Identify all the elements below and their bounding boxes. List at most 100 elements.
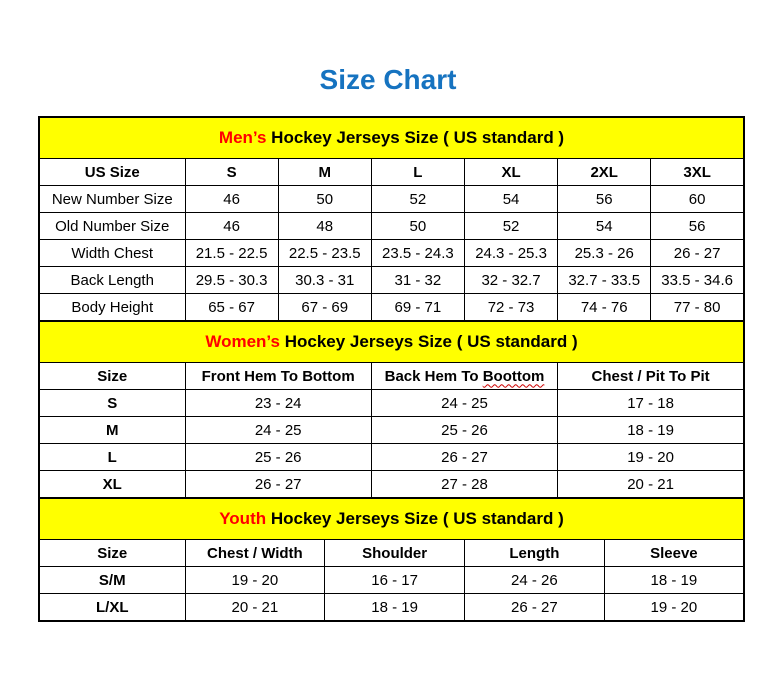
youth-value-cell: 18 - 19 <box>324 593 465 622</box>
mens-value-cell: 52 <box>463 212 559 240</box>
mens-row-label: New Number Size <box>38 185 186 213</box>
youth-value-cell: 24 - 26 <box>464 566 605 594</box>
youth-row-label: L/XL <box>38 593 186 622</box>
mens-value-cell: 56 <box>650 212 745 240</box>
mens-band-row: Men’s Hockey Jerseys Size ( US standard … <box>38 116 745 159</box>
mens-col-header: S <box>184 158 279 186</box>
womens-col-header: Front Hem To Bottom <box>184 362 372 390</box>
mens-value-cell: 21.5 - 22.5 <box>184 239 279 267</box>
mens-value-cell: 54 <box>463 185 559 213</box>
mens-value-cell: 56 <box>557 185 652 213</box>
womens-row-label: M <box>38 416 186 444</box>
womens-value-cell: 24 - 25 <box>184 416 372 444</box>
youth-row-label: S/M <box>38 566 186 594</box>
mens-value-cell: 54 <box>557 212 652 240</box>
womens-header-row: Size Front Hem To Bottom Back Hem To Boott… <box>38 362 745 390</box>
youth-title-rest: Hockey Jerseys Size ( US standard ) <box>266 509 564 528</box>
mens-row: Body Height 65 - 67 67 - 69 69 - 71 72 - 73 7… <box>38 293 745 322</box>
mens-row-label: Back Length <box>38 266 186 294</box>
youth-col-header: Length <box>464 539 605 567</box>
youth-title-accent: Youth <box>219 509 267 528</box>
youth-section-title: Youth Hockey Jerseys Size ( US standard … <box>38 497 745 540</box>
page-title: Size Chart <box>319 64 457 95</box>
womens-value-cell: 20 - 21 <box>557 470 745 499</box>
womens-row: XL 26 - 27 27 - 28 20 - 21 <box>38 470 745 499</box>
womens-value-cell: 25 - 26 <box>370 416 559 444</box>
mens-col-header: US Size <box>38 158 186 186</box>
womens-row: M 24 - 25 25 - 26 18 - 19 <box>38 416 745 444</box>
mens-value-cell: 26 - 27 <box>650 239 745 267</box>
mens-value-cell: 72 - 73 <box>463 293 559 322</box>
mens-value-cell: 23.5 - 24.3 <box>370 239 465 267</box>
mens-value-cell: 50 <box>370 212 465 240</box>
youth-value-cell: 16 - 17 <box>324 566 465 594</box>
youth-col-header: Sleeve <box>603 539 745 567</box>
womens-value-cell: 26 - 27 <box>184 470 372 499</box>
mens-row: New Number Size 46 50 52 54 56 60 <box>38 185 745 213</box>
womens-size-table: Women’s Hockey Jerseys Size ( US standar… <box>38 320 745 499</box>
womens-value-cell: 24 - 25 <box>370 389 559 417</box>
mens-value-cell: 74 - 76 <box>557 293 652 322</box>
womens-row: L 25 - 26 26 - 27 19 - 20 <box>38 443 745 471</box>
mens-value-cell: 50 <box>277 185 372 213</box>
mens-row-label: Body Height <box>38 293 186 322</box>
youth-value-cell: 18 - 19 <box>603 566 745 594</box>
youth-header-row: Size Chest / Width Shoulder Length Sleeve <box>38 539 745 567</box>
mens-value-cell: 22.5 - 23.5 <box>277 239 372 267</box>
mens-size-table: Men’s Hockey Jerseys Size ( US standard … <box>38 116 745 322</box>
misspelling-squiggle: Boottom <box>482 367 545 385</box>
mens-row-label: Width Chest <box>38 239 186 267</box>
mens-row-label: Old Number Size <box>38 212 186 240</box>
womens-value-cell: 26 - 27 <box>370 443 559 471</box>
womens-band-row: Women’s Hockey Jerseys Size ( US standar… <box>38 320 745 363</box>
womens-title-accent: Women’s <box>205 332 280 351</box>
mens-value-cell: 67 - 69 <box>277 293 372 322</box>
mens-value-cell: 52 <box>370 185 465 213</box>
youth-value-cell: 19 - 20 <box>184 566 326 594</box>
mens-value-cell: 48 <box>277 212 372 240</box>
youth-value-cell: 19 - 20 <box>603 593 745 622</box>
mens-row: Old Number Size 46 48 50 52 54 56 <box>38 212 745 240</box>
mens-col-header: 3XL <box>650 158 745 186</box>
mens-value-cell: 65 - 67 <box>184 293 279 322</box>
youth-value-cell: 26 - 27 <box>464 593 605 622</box>
womens-row-label: L <box>38 443 186 471</box>
mens-row: Back Length 29.5 - 30.3 30.3 - 31 31 - 32 32… <box>38 266 745 294</box>
mens-value-cell: 32 - 32.7 <box>463 266 559 294</box>
youth-row: S/M 19 - 20 16 - 17 24 - 26 18 - 19 <box>38 566 745 594</box>
mens-col-header: XL <box>463 158 559 186</box>
mens-row: Width Chest 21.5 - 22.5 22.5 - 23.5 23.5 - … <box>38 239 745 267</box>
womens-value-cell: 25 - 26 <box>184 443 372 471</box>
womens-value-cell: 27 - 28 <box>370 470 559 499</box>
mens-value-cell: 30.3 - 31 <box>277 266 372 294</box>
size-chart-tables: Men’s Hockey Jerseys Size ( US standard … <box>38 116 745 622</box>
mens-title-accent: Men’s <box>218 128 267 147</box>
mens-value-cell: 46 <box>184 185 279 213</box>
mens-title-rest: Hockey Jerseys Size ( US standard ) <box>266 128 565 147</box>
womens-value-cell: 19 - 20 <box>557 443 745 471</box>
mens-value-cell: 46 <box>184 212 279 240</box>
mens-value-cell: 69 - 71 <box>370 293 465 322</box>
mens-col-header: L <box>370 158 465 186</box>
youth-col-header: Size <box>38 539 186 567</box>
youth-col-header: Shoulder <box>324 539 465 567</box>
womens-title-rest: Hockey Jerseys Size ( US standard ) <box>279 332 578 351</box>
womens-value-cell: 18 - 19 <box>557 416 745 444</box>
mens-value-cell: 33.5 - 34.6 <box>650 266 745 294</box>
mens-header-row: US Size S M L XL 2XL 3XL <box>38 158 745 186</box>
mens-value-cell: 77 - 80 <box>650 293 745 322</box>
youth-size-table: Youth Hockey Jerseys Size ( US standard … <box>38 497 745 622</box>
mens-col-header: M <box>277 158 372 186</box>
mens-value-cell: 24.3 - 25.3 <box>463 239 559 267</box>
mens-value-cell: 32.7 - 33.5 <box>557 266 652 294</box>
womens-value-cell: 17 - 18 <box>557 389 745 417</box>
womens-row-label: XL <box>38 470 186 499</box>
youth-band-row: Youth Hockey Jerseys Size ( US standard … <box>38 497 745 540</box>
mens-value-cell: 60 <box>650 185 745 213</box>
youth-value-cell: 20 - 21 <box>184 593 326 622</box>
womens-col-header: Chest / Pit To Pit <box>557 362 745 390</box>
youth-row: L/XL 20 - 21 18 - 19 26 - 27 19 - 20 <box>38 593 745 622</box>
mens-value-cell: 29.5 - 30.3 <box>184 266 279 294</box>
womens-col-header: Back Hem To Boottom <box>370 362 559 390</box>
